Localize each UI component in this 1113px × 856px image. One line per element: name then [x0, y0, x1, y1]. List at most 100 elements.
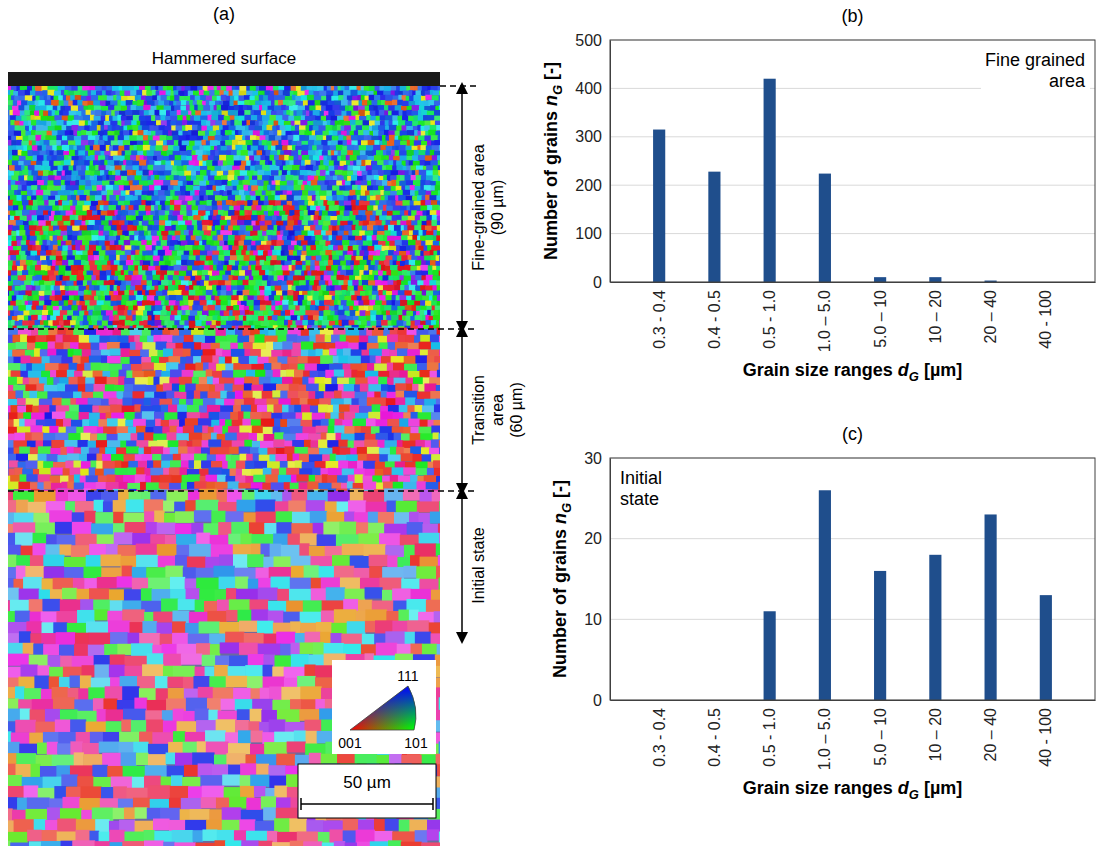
fine-grain — [298, 200, 305, 206]
fine-grain — [282, 160, 286, 166]
fine-grain — [375, 121, 381, 126]
fine-grain — [369, 190, 373, 195]
fine-grain — [350, 155, 358, 161]
fine-grain — [163, 180, 171, 186]
fine-grain — [260, 160, 266, 165]
fine-grain — [81, 165, 86, 170]
fine-grain — [58, 200, 62, 206]
fine-grain — [337, 195, 344, 201]
fine-grain — [292, 200, 299, 206]
fine-grain — [155, 100, 159, 106]
fine-grain — [4, 131, 9, 137]
fine-grain — [313, 185, 321, 191]
fine-grain — [295, 96, 301, 101]
fine-grain — [92, 185, 97, 191]
fine-grain — [47, 95, 51, 100]
fine-grain — [160, 115, 165, 121]
fine-grain — [430, 185, 435, 190]
fine-grain — [122, 165, 126, 170]
fine-grain — [396, 165, 403, 171]
fine-grain — [406, 196, 413, 201]
fine-grain — [174, 95, 180, 102]
fine-grain — [192, 125, 198, 131]
fine-grain — [19, 121, 24, 126]
fine-grain — [283, 100, 289, 106]
fine-grain — [367, 185, 373, 190]
fine-grain — [16, 116, 22, 121]
fine-grain — [5, 140, 12, 145]
fine-grain — [406, 180, 414, 185]
fine-grain — [425, 151, 430, 156]
fine-grain — [244, 95, 250, 100]
fine-grain — [193, 180, 200, 185]
fine-grain — [287, 195, 295, 201]
fine-grain — [304, 200, 308, 205]
fine-grain — [367, 181, 371, 186]
fine-grain — [43, 195, 49, 201]
fine-grain — [307, 95, 315, 101]
fine-grain — [384, 85, 392, 91]
fine-grain — [425, 155, 433, 161]
fine-grain — [8, 125, 15, 131]
fine-grain — [174, 140, 179, 146]
fine-grain — [230, 96, 235, 101]
fine-grain — [271, 146, 276, 151]
fine-grain — [58, 190, 65, 195]
fine-grain — [376, 180, 383, 185]
fine-grain — [275, 180, 280, 185]
fine-grain — [391, 180, 396, 187]
fine-grain — [312, 195, 316, 201]
fine-grain — [37, 200, 45, 205]
fine-grain — [178, 140, 182, 146]
fine-grain — [206, 185, 213, 191]
fine-grain — [113, 145, 119, 151]
fine-grain — [222, 120, 227, 126]
fine-grain — [142, 186, 149, 191]
fine-grain — [85, 180, 91, 186]
fine-grain — [143, 105, 151, 110]
fine-grain — [374, 95, 381, 100]
fine-grain — [78, 160, 85, 166]
fine-grain — [439, 95, 443, 100]
fine-grain — [109, 175, 116, 180]
fine-grain — [210, 120, 216, 126]
fine-grain — [235, 135, 243, 140]
fine-grain — [326, 190, 332, 196]
fine-grain — [353, 106, 358, 111]
fine-grain — [257, 115, 262, 121]
fine-grain — [345, 106, 350, 111]
fine-grain — [239, 105, 244, 111]
fine-grain — [293, 135, 300, 142]
fine-grain — [191, 110, 195, 115]
fine-grain — [329, 180, 337, 186]
fine-grain — [407, 130, 415, 135]
fine-grain — [433, 90, 440, 95]
fine-grain — [403, 190, 411, 195]
fine-grain — [157, 155, 163, 160]
fine-grain — [267, 125, 273, 130]
fine-grain — [186, 105, 190, 111]
fine-grain — [143, 170, 150, 176]
fine-grain — [280, 125, 286, 130]
fine-grain — [330, 145, 337, 150]
fine-grain — [190, 116, 194, 121]
fine-grain — [16, 140, 22, 146]
fine-grain — [363, 175, 367, 180]
fine-grain — [130, 155, 136, 160]
fine-grain — [66, 95, 71, 100]
fine-grain — [351, 175, 358, 181]
fine-grain — [177, 110, 182, 116]
fine-grain — [75, 140, 81, 146]
fine-grain — [295, 125, 300, 131]
fine-grain — [23, 145, 27, 151]
fine-grain — [221, 95, 227, 100]
fine-grain — [400, 131, 408, 137]
fine-grain — [108, 125, 113, 131]
fine-grain — [89, 165, 96, 170]
fine-grain — [189, 141, 195, 147]
fine-grain — [346, 160, 351, 165]
fine-grain — [49, 150, 54, 155]
fine-grain — [130, 201, 135, 206]
fine-grain — [176, 120, 183, 125]
fine-grain — [203, 105, 210, 110]
